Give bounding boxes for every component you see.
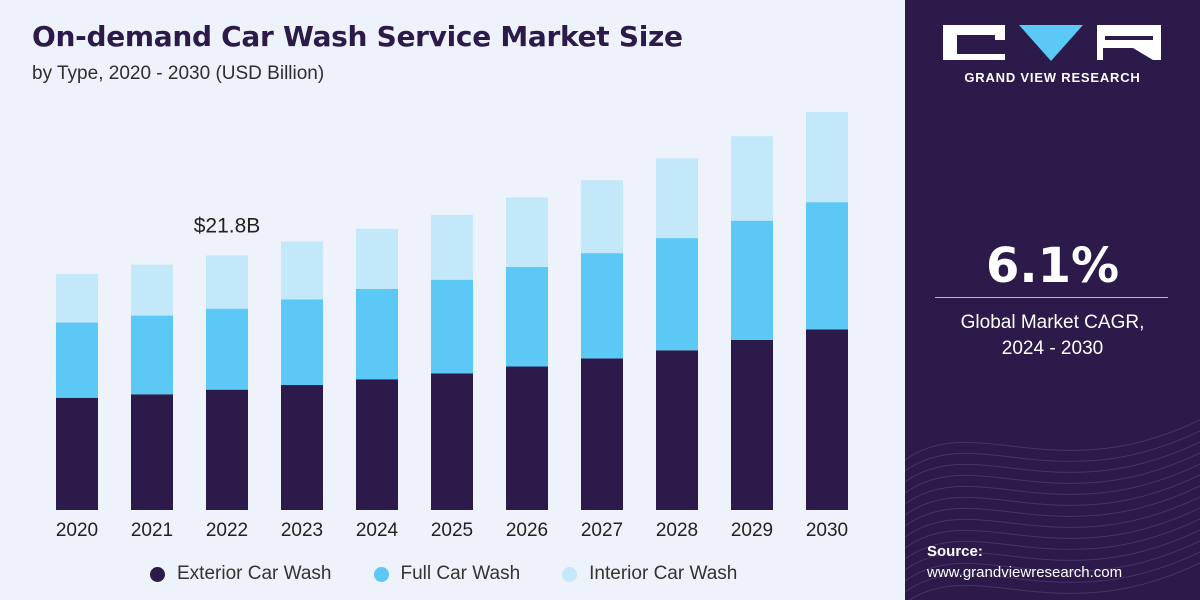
- legend-swatch: [562, 566, 578, 582]
- wave-line: [905, 463, 1200, 505]
- x-tick-label-2029: 2029: [731, 520, 773, 541]
- wave-line: [905, 474, 1200, 516]
- source-block: Source: www.grandviewresearch.com: [927, 543, 1122, 581]
- bar-exterior-car-wash-2022: [206, 389, 248, 510]
- wave-line: [905, 452, 1200, 494]
- bar-interior-car-wash-2022: [206, 255, 248, 309]
- legend-label: Full Car Wash: [400, 563, 521, 584]
- wave-line: [905, 419, 1200, 461]
- cagr-label: Global Market CAGR, 2024 - 2030: [905, 310, 1200, 362]
- cagr-label-line2: 2024 - 2030: [1001, 338, 1104, 359]
- x-tick-label-2025: 2025: [431, 520, 473, 541]
- bar-interior-car-wash-2028: [656, 158, 698, 239]
- cagr-label-line1: Global Market CAGR,: [960, 312, 1145, 333]
- legend-item-interior-car-wash: Interior Car Wash: [562, 563, 737, 585]
- wave-line: [905, 529, 1200, 571]
- chart-subtitle: by Type, 2020 - 2030 (USD Billion): [32, 63, 325, 84]
- legend-label: Exterior Car Wash: [177, 563, 332, 584]
- bar-exterior-car-wash-2030: [806, 329, 848, 510]
- x-tick-label-2021: 2021: [131, 520, 173, 541]
- bar-exterior-car-wash-2028: [656, 350, 698, 510]
- wave-line: [905, 496, 1200, 538]
- bar-interior-car-wash-2030: [806, 111, 848, 203]
- bar-interior-car-wash-2023: [281, 241, 323, 300]
- x-tick-label-2023: 2023: [281, 520, 323, 541]
- chart-title: On-demand Car Wash Service Market Size: [32, 20, 683, 53]
- bar-exterior-car-wash-2026: [506, 366, 548, 510]
- wave-line: [905, 551, 1200, 593]
- bar-full-car-wash-2027: [581, 253, 623, 359]
- bar-full-car-wash-2021: [131, 315, 173, 395]
- bar-exterior-car-wash-2021: [131, 394, 173, 510]
- wave-line: [905, 518, 1200, 560]
- wave-line: [908, 562, 1200, 600]
- wave-line: [905, 430, 1200, 472]
- bar-interior-car-wash-2025: [431, 214, 473, 280]
- bar-full-car-wash-2026: [506, 267, 548, 367]
- chart-legend: Exterior Car Wash Full Car Wash Interior C…: [150, 560, 779, 588]
- x-tick-label-2028: 2028: [656, 520, 698, 541]
- decorative-waves: [905, 419, 1200, 600]
- x-tick-label-2027: 2027: [581, 520, 623, 541]
- bar-full-car-wash-2030: [806, 202, 848, 330]
- x-tick-label-2024: 2024: [356, 520, 399, 541]
- x-tick-label-2020: 2020: [56, 520, 98, 541]
- bar-full-car-wash-2022: [206, 308, 248, 390]
- brand-name: GRAND VIEW RESEARCH: [964, 70, 1141, 85]
- wave-line: [905, 485, 1200, 527]
- bar-full-car-wash-2020: [56, 322, 98, 398]
- bar-full-car-wash-2023: [281, 299, 323, 386]
- bar-exterior-car-wash-2029: [731, 339, 773, 510]
- logo-r-shape: [1097, 25, 1161, 60]
- bar-interior-car-wash-2029: [731, 136, 773, 221]
- bar-exterior-car-wash-2020: [56, 397, 98, 510]
- bar-exterior-car-wash-2023: [281, 385, 323, 510]
- grand-view-research-logo: [943, 25, 1161, 61]
- data-label-2022: $21.8B: [194, 214, 261, 237]
- bar-exterior-car-wash-2025: [431, 373, 473, 510]
- wave-line: [905, 441, 1200, 483]
- legend-swatch: [150, 566, 165, 582]
- bar-full-car-wash-2028: [656, 238, 698, 351]
- bar-interior-car-wash-2027: [581, 180, 623, 254]
- cagr-value: 6.1%: [985, 238, 1120, 294]
- legend-item-exterior-car-wash: Exterior Car Wash: [150, 563, 332, 585]
- legend-swatch: [373, 566, 389, 582]
- wave-line: [905, 507, 1200, 549]
- bar-exterior-car-wash-2024: [356, 379, 398, 510]
- brand-sidebar: GRAND VIEW RESEARCH 6.1% Global Market C…: [905, 0, 1200, 600]
- bar-exterior-car-wash-2027: [581, 358, 623, 510]
- bar-full-car-wash-2025: [431, 279, 473, 374]
- bar-full-car-wash-2024: [356, 288, 398, 380]
- source-url[interactable]: www.grandviewresearch.com: [927, 564, 1123, 581]
- logo-v-shape: [1019, 25, 1083, 61]
- wave-line: [905, 540, 1200, 582]
- x-tick-label-2026: 2026: [506, 520, 548, 541]
- chart-panel: On-demand Car Wash Service Market Size b…: [32, 20, 849, 588]
- bar-interior-car-wash-2020: [56, 273, 98, 323]
- bar-interior-car-wash-2021: [131, 264, 173, 316]
- stacked-bar-chart: 2020 2021 2022 $21.8B 2023 2024 2025 2026 2027 20…: [56, 111, 848, 541]
- x-tick-label-2022: 2022: [206, 520, 248, 541]
- legend-item-full-car-wash: Full Car Wash: [373, 563, 521, 585]
- bar-interior-car-wash-2024: [356, 228, 398, 289]
- legend-label: Interior Car Wash: [589, 563, 738, 584]
- cagr-divider: [935, 297, 1168, 298]
- x-tick-label-2030: 2030: [806, 520, 848, 541]
- bar-full-car-wash-2029: [731, 220, 773, 340]
- bar-interior-car-wash-2026: [506, 197, 548, 267]
- source-label: Source:: [927, 543, 983, 560]
- logo-g-shape: [943, 25, 1005, 60]
